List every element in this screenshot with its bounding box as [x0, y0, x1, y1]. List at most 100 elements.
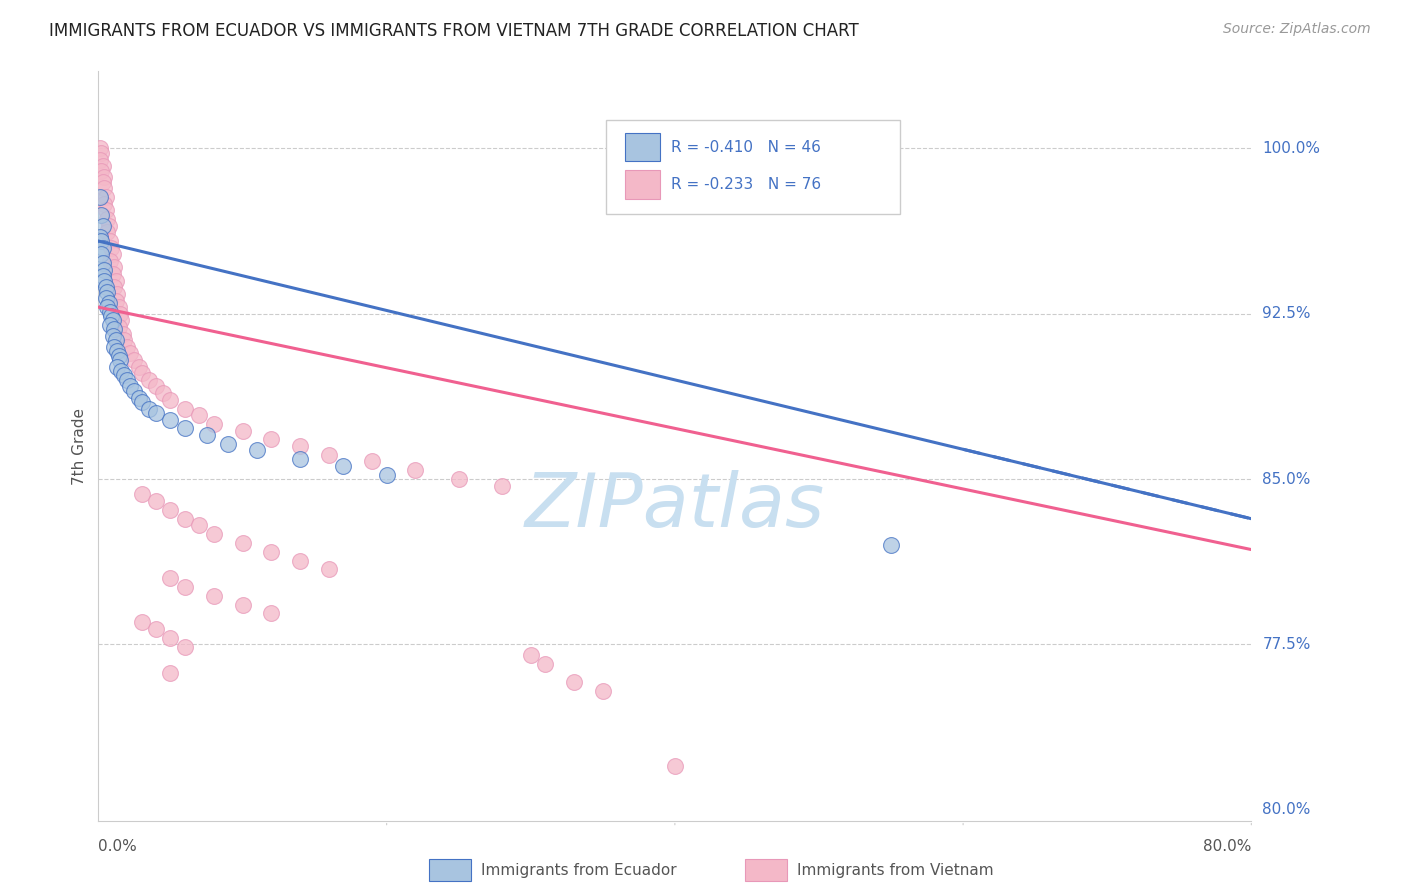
Point — [195, 428, 218, 442]
Point — [89, 190, 111, 204]
Point — [89, 153, 111, 167]
Point — [91, 159, 114, 173]
Point — [105, 344, 128, 359]
Point — [97, 295, 120, 310]
Y-axis label: 7th Grade: 7th Grade — [72, 408, 87, 484]
Point — [375, 467, 398, 482]
Point — [202, 527, 225, 541]
Point — [104, 274, 127, 288]
Point — [120, 379, 142, 393]
Text: Immigrants from Ecuador: Immigrants from Ecuador — [481, 863, 676, 878]
Point — [159, 392, 181, 407]
Text: 0.0%: 0.0% — [98, 839, 138, 855]
Point — [188, 408, 211, 422]
Point — [98, 253, 121, 268]
Point — [1284, 141, 1306, 155]
FancyBboxPatch shape — [626, 170, 659, 199]
Point — [145, 406, 167, 420]
Point — [361, 454, 384, 468]
Point — [105, 359, 128, 374]
FancyBboxPatch shape — [606, 120, 900, 214]
Point — [90, 234, 112, 248]
Point — [534, 657, 557, 672]
Point — [159, 503, 181, 517]
Point — [231, 536, 254, 550]
Point — [94, 280, 117, 294]
Point — [260, 607, 283, 621]
Point — [89, 229, 111, 244]
Text: 80.0%: 80.0% — [1263, 802, 1310, 817]
Point — [318, 448, 340, 462]
Point — [174, 401, 197, 416]
Point — [174, 580, 197, 594]
Point — [159, 631, 181, 645]
Point — [159, 412, 181, 426]
Point — [91, 175, 114, 189]
Point — [491, 478, 513, 492]
Point — [91, 219, 114, 233]
Point — [188, 518, 211, 533]
Point — [101, 267, 124, 281]
Point — [107, 349, 129, 363]
Text: Immigrants from Vietnam: Immigrants from Vietnam — [797, 863, 994, 878]
Point — [89, 141, 111, 155]
Point — [138, 373, 160, 387]
Point — [447, 472, 470, 486]
Point — [91, 241, 114, 255]
Point — [174, 421, 197, 435]
Point — [108, 353, 131, 368]
Point — [520, 648, 543, 663]
Point — [101, 247, 124, 261]
Text: 85.0%: 85.0% — [1263, 472, 1310, 486]
Point — [128, 391, 150, 405]
Point — [90, 163, 112, 178]
Point — [103, 340, 125, 354]
Point — [98, 304, 121, 318]
Point — [107, 300, 129, 314]
Point — [145, 494, 167, 508]
Point — [124, 384, 146, 398]
Point — [131, 395, 153, 409]
Text: 92.5%: 92.5% — [1263, 306, 1310, 321]
Point — [100, 241, 122, 255]
Point — [100, 309, 122, 323]
Point — [880, 538, 903, 552]
Text: IMMIGRANTS FROM ECUADOR VS IMMIGRANTS FROM VIETNAM 7TH GRADE CORRELATION CHART: IMMIGRANTS FROM ECUADOR VS IMMIGRANTS FR… — [49, 22, 859, 40]
Point — [138, 401, 160, 416]
FancyBboxPatch shape — [626, 133, 659, 161]
Point — [90, 208, 112, 222]
Point — [104, 333, 127, 347]
Point — [94, 203, 117, 218]
Point — [96, 225, 118, 239]
Point — [90, 145, 112, 160]
Point — [592, 683, 614, 698]
Point — [105, 287, 128, 301]
Point — [108, 307, 131, 321]
Point — [90, 247, 112, 261]
Point — [562, 674, 585, 689]
Point — [110, 364, 132, 378]
Point — [112, 368, 135, 383]
Point — [231, 424, 254, 438]
Point — [93, 181, 115, 195]
Point — [332, 458, 354, 473]
Point — [107, 320, 129, 334]
Point — [128, 359, 150, 374]
Point — [664, 758, 686, 772]
Text: 77.5%: 77.5% — [1263, 637, 1310, 652]
Point — [93, 196, 115, 211]
Point — [159, 571, 181, 585]
Point — [111, 326, 134, 341]
Point — [91, 256, 114, 270]
Point — [174, 512, 197, 526]
Point — [290, 439, 312, 453]
Point — [98, 318, 121, 332]
Point — [104, 293, 127, 308]
Point — [112, 333, 135, 347]
Point — [103, 280, 125, 294]
Point — [96, 285, 118, 299]
Point — [96, 300, 118, 314]
Text: 100.0%: 100.0% — [1263, 141, 1320, 156]
Point — [101, 313, 124, 327]
Point — [318, 562, 340, 576]
